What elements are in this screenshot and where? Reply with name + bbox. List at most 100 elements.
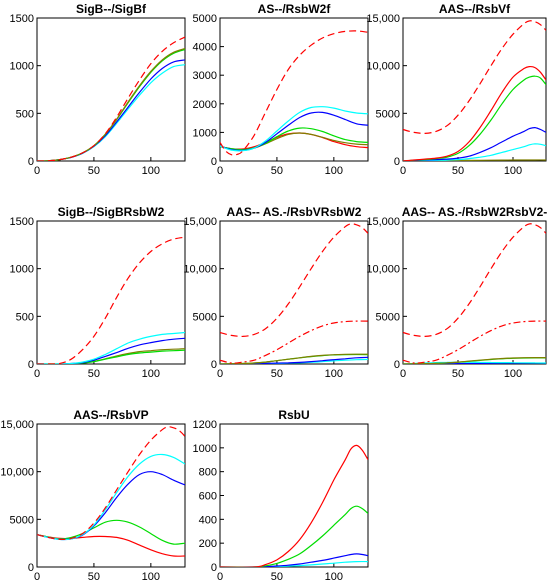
y-tick-label: 1000 <box>193 127 217 139</box>
y-tick-label: 0 <box>394 359 400 371</box>
y-tick-label: 15,000 <box>183 216 217 228</box>
y-tick-label: 0 <box>211 156 217 168</box>
subplot-title: AAS-- AS.-/RsbVRsbW2 <box>227 205 362 219</box>
plot-area <box>36 423 186 568</box>
series-line-red-dashed <box>37 426 185 541</box>
y-tick-label: 15,000 <box>0 419 34 431</box>
x-tick-label: 50 <box>88 368 100 380</box>
y-tick-label: 500 <box>16 311 34 323</box>
series-line-red <box>220 444 368 567</box>
plot-area <box>402 17 547 162</box>
y-tick-label: 0 <box>28 562 34 574</box>
plot-area <box>219 423 369 568</box>
series-line-red-dashed <box>403 223 546 338</box>
x-tick-label: 100 <box>325 368 343 380</box>
x-tick-label: 50 <box>88 571 100 583</box>
x-tick-label: 50 <box>271 368 283 380</box>
plot-area <box>36 220 186 365</box>
series-line-blue <box>220 553 368 567</box>
y-tick-label: 2000 <box>193 99 217 111</box>
y-tick-label: 1500 <box>10 216 34 228</box>
plot-area <box>219 220 369 365</box>
series-line-cyan <box>220 106 368 152</box>
y-tick-label: 0 <box>211 359 217 371</box>
y-tick-label: 5000 <box>376 108 400 120</box>
series-line-blue <box>403 126 546 161</box>
subplot-title: AAS--/RsbVP <box>73 408 148 422</box>
y-tick-label: 4000 <box>193 42 217 54</box>
series-line-red-dashed <box>37 236 185 364</box>
y-tick-label: 0 <box>394 156 400 168</box>
x-tick-label: 100 <box>142 571 160 583</box>
series-line-red <box>403 65 546 161</box>
y-tick-label: 10,000 <box>366 264 400 276</box>
y-tick-label: 800 <box>199 467 217 479</box>
y-tick-label: 400 <box>199 514 217 526</box>
x-tick-label: 100 <box>142 165 160 177</box>
subplot-title: AAS--/RsbVf <box>439 2 511 16</box>
plot-area <box>219 17 369 162</box>
series-line-red-dashed <box>220 223 368 338</box>
y-tick-label: 1200 <box>193 419 217 431</box>
plot-area <box>402 220 547 365</box>
x-tick-label: 0 <box>217 368 223 380</box>
y-tick-label: 10,000 <box>183 264 217 276</box>
series-line-green <box>220 505 368 567</box>
y-tick-label: 10,000 <box>0 467 34 479</box>
subplot-title: SigB--/SigBf <box>76 2 147 16</box>
subplot-title: RsbU <box>278 408 309 422</box>
y-tick-label: 5000 <box>376 311 400 323</box>
series-line-cyan <box>403 143 546 161</box>
subplot: AAS-- AS.-/RsbW2RsbV2- 0 50 100 0 5000 10,000 1… <box>366 205 547 380</box>
x-tick-label: 50 <box>88 165 100 177</box>
y-tick-label: 15,000 <box>366 13 400 25</box>
x-tick-label: 50 <box>271 165 283 177</box>
x-tick-label: 50 <box>452 368 464 380</box>
y-tick-label: 1000 <box>193 443 217 455</box>
y-tick-label: 500 <box>16 108 34 120</box>
y-tick-label: 5000 <box>193 13 217 25</box>
x-tick-label: 50 <box>271 571 283 583</box>
subplot: AAS--/RsbVP 0 50 100 0 5000 10,000 15,000 <box>0 408 186 583</box>
x-tick-label: 0 <box>34 165 40 177</box>
subplot-title: SigB--/SigBRsbW2 <box>58 205 165 219</box>
series-line-red-dashed <box>37 36 185 161</box>
series-line-red-dashdot <box>403 320 546 364</box>
x-tick-label: 0 <box>400 165 406 177</box>
series-line-red-dashed <box>220 30 368 156</box>
x-tick-label: 0 <box>217 165 223 177</box>
series-line-red-dashed <box>403 20 546 135</box>
y-tick-label: 600 <box>199 491 217 503</box>
series-line-cyan <box>403 361 546 364</box>
plot-area <box>36 17 186 162</box>
series-line-red-dashdot <box>220 320 368 364</box>
y-tick-label: 10,000 <box>366 61 400 73</box>
x-tick-label: 0 <box>400 368 406 380</box>
x-tick-label: 50 <box>452 165 464 177</box>
subplot-title: AS--/RsbW2f <box>258 2 332 16</box>
y-tick-label: 0 <box>211 562 217 574</box>
y-tick-label: 200 <box>199 538 217 550</box>
x-tick-label: 100 <box>325 165 343 177</box>
series-line-cyan <box>37 331 185 364</box>
x-tick-label: 0 <box>34 571 40 583</box>
x-tick-label: 100 <box>504 165 522 177</box>
series-line-green <box>220 127 368 151</box>
x-tick-label: 100 <box>142 368 160 380</box>
subplot: AAS-- AS.-/RsbVRsbW2 0 50 100 0 5000 10,000 15,… <box>183 205 369 380</box>
y-tick-label: 3000 <box>193 70 217 82</box>
series-line-olive <box>220 353 368 364</box>
series-line-olive <box>403 357 546 364</box>
subplot-title: AAS-- AS.-/RsbW2RsbV2- <box>402 205 548 219</box>
y-tick-label: 5000 <box>193 311 217 323</box>
x-tick-label: 100 <box>325 571 343 583</box>
x-tick-label: 0 <box>34 368 40 380</box>
y-tick-label: 1500 <box>10 13 34 25</box>
y-tick-label: 5000 <box>10 514 34 526</box>
y-tick-label: 1000 <box>10 264 34 276</box>
